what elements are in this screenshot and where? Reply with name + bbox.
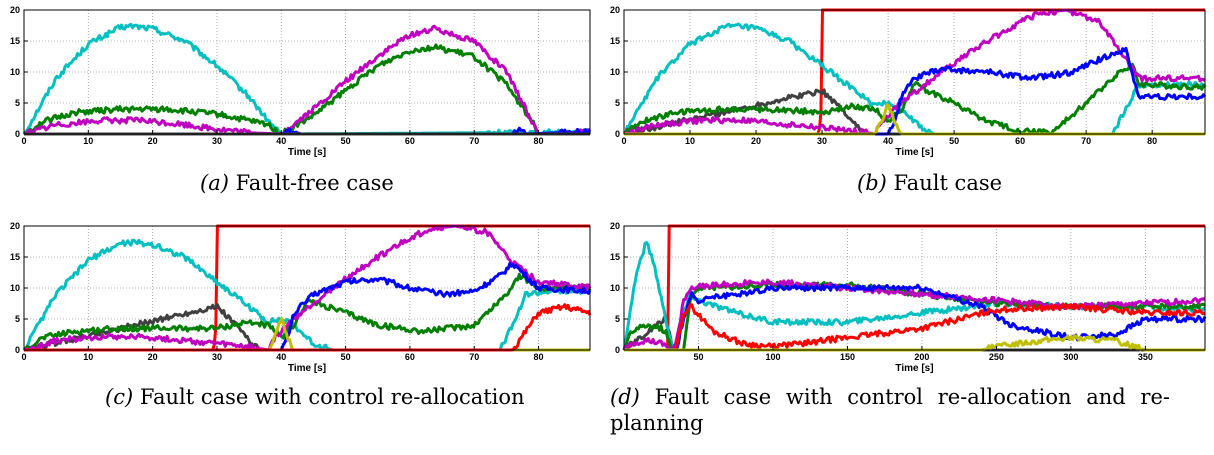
- x-tick-label: 50: [949, 136, 959, 146]
- series-line-a-2: [23, 24, 591, 136]
- x-tick-label: 50: [341, 136, 351, 146]
- x-tick-label: 50: [693, 352, 703, 362]
- x-tick-label: 30: [212, 352, 222, 362]
- x-axis-label-c: Time [s]: [288, 363, 326, 374]
- x-tick-label: 70: [469, 136, 479, 146]
- x-tick-label: 30: [212, 136, 222, 146]
- x-tick-label: 300: [1063, 352, 1078, 362]
- chart-panel-b: 0 10 20 30 40 50 60 70 80 0 5 10 15 20 Time [s] (b) Fa…: [600, 0, 1214, 220]
- x-axis-label-d: Time [s]: [895, 363, 933, 374]
- x-tick-label: 0: [621, 136, 626, 146]
- caption-label-c: (c): [105, 385, 134, 409]
- series-line-b-3: [623, 62, 1207, 136]
- x-tick-label: 10: [685, 136, 695, 146]
- x-tick-label: 40: [883, 136, 893, 146]
- x-tick-label: 10: [83, 352, 93, 362]
- chart-panel-c: 0 10 20 30 40 50 60 70 80 0 5 10 15 20 Time [s] (c) Fa…: [0, 216, 600, 455]
- y-tick-label: 5: [615, 98, 620, 108]
- y-tick-label: 15: [10, 252, 20, 262]
- series-line-d-5: [624, 283, 1207, 352]
- x-tick-label: 40: [276, 136, 286, 146]
- x-tick-label: 250: [989, 352, 1004, 362]
- caption-label-a: (a): [200, 171, 229, 195]
- x-tick-label: 20: [751, 136, 761, 146]
- x-tick-label: 60: [1015, 136, 1025, 146]
- y-tick-label: 20: [610, 5, 620, 15]
- line-chart-a: 0 10 20 30 40 50 60 70 80 0 5 10 15 20 Time [s]: [10, 5, 592, 158]
- y-tick-label: 0: [615, 129, 620, 139]
- y-tick-label: 20: [610, 221, 620, 231]
- y-tick-label: 10: [10, 67, 20, 77]
- chart-panel-a: 0 10 20 30 40 50 60 70 80 0 5 10 15 20 Time [s] (a) Fa…: [0, 0, 600, 220]
- x-axis-label-a: Time [s]: [288, 147, 326, 158]
- x-tick-label: 10: [83, 136, 93, 146]
- y-tick-label: 0: [15, 129, 20, 139]
- x-tick-label: 60: [405, 352, 415, 362]
- x-tick-label: 70: [469, 352, 479, 362]
- series-line-b-4: [623, 8, 1206, 136]
- caption-text-c: Fault case with control re-allocation: [139, 385, 525, 409]
- series-line-d-7: [624, 334, 1205, 352]
- chart-panel-d: 50 100 150 200 250 300 350 0 5 10 15 20 Time [s] (d)…: [600, 216, 1214, 455]
- y-tick-label: 5: [615, 314, 620, 324]
- series-line-d-6: [624, 303, 1206, 352]
- y-tick-label: 10: [10, 283, 20, 293]
- x-tick-label: 60: [405, 136, 415, 146]
- caption-text-b: Fault case: [893, 171, 1003, 195]
- y-tick-label: 15: [610, 36, 620, 46]
- x-tick-label: 70: [1081, 136, 1091, 146]
- x-tick-label: 50: [341, 352, 351, 362]
- x-tick-label: 350: [1138, 352, 1153, 362]
- y-tick-label: 15: [10, 36, 20, 46]
- line-chart-b: 0 10 20 30 40 50 60 70 80 0 5 10 15 20 Time [s]: [610, 5, 1207, 158]
- y-tick-label: 0: [615, 345, 620, 355]
- caption-a: (a) Fault-free case: [200, 170, 394, 196]
- x-tick-label: 100: [765, 352, 780, 362]
- caption-text-a: Fault-free case: [235, 171, 394, 195]
- caption-c: (c) Fault case with control re-allocatio…: [105, 384, 525, 410]
- caption-label-d: (d): [610, 385, 640, 409]
- series-line-d-4: [622, 278, 1206, 351]
- y-tick-label: 5: [15, 98, 20, 108]
- x-tick-label: 80: [1147, 136, 1157, 146]
- x-axis-label-b: Time [s]: [895, 147, 933, 158]
- x-tick-label: 30: [817, 136, 827, 146]
- y-tick-label: 20: [10, 5, 20, 15]
- series-line-c-4: [23, 224, 592, 352]
- y-tick-label: 0: [15, 345, 20, 355]
- caption-label-b: (b): [857, 171, 887, 195]
- y-tick-label: 10: [610, 67, 620, 77]
- x-tick-label: 20: [148, 352, 158, 362]
- x-tick-label: 0: [21, 352, 26, 362]
- caption-b: (b) Fault case: [857, 170, 1002, 196]
- y-tick-label: 20: [10, 221, 20, 231]
- line-chart-d: 50 100 150 200 250 300 350 0 5 10 15 20 Time [s]: [610, 221, 1207, 374]
- y-tick-label: 10: [610, 283, 620, 293]
- y-tick-label: 15: [610, 252, 620, 262]
- x-tick-label: 0: [21, 136, 26, 146]
- x-tick-label: 20: [148, 136, 158, 146]
- x-tick-label: 80: [534, 136, 544, 146]
- caption-d: (d) Fault case with control re-allocatio…: [610, 384, 1170, 436]
- caption-text-d: Fault case with control re-allocation an…: [610, 385, 1170, 435]
- x-tick-label: 200: [914, 352, 929, 362]
- x-tick-label: 40: [276, 352, 286, 362]
- y-tick-label: 5: [15, 314, 20, 324]
- line-chart-c: 0 10 20 30 40 50 60 70 80 0 5 10 15 20 Time [s]: [10, 221, 592, 374]
- x-tick-label: 150: [840, 352, 855, 362]
- x-tick-label: 80: [534, 352, 544, 362]
